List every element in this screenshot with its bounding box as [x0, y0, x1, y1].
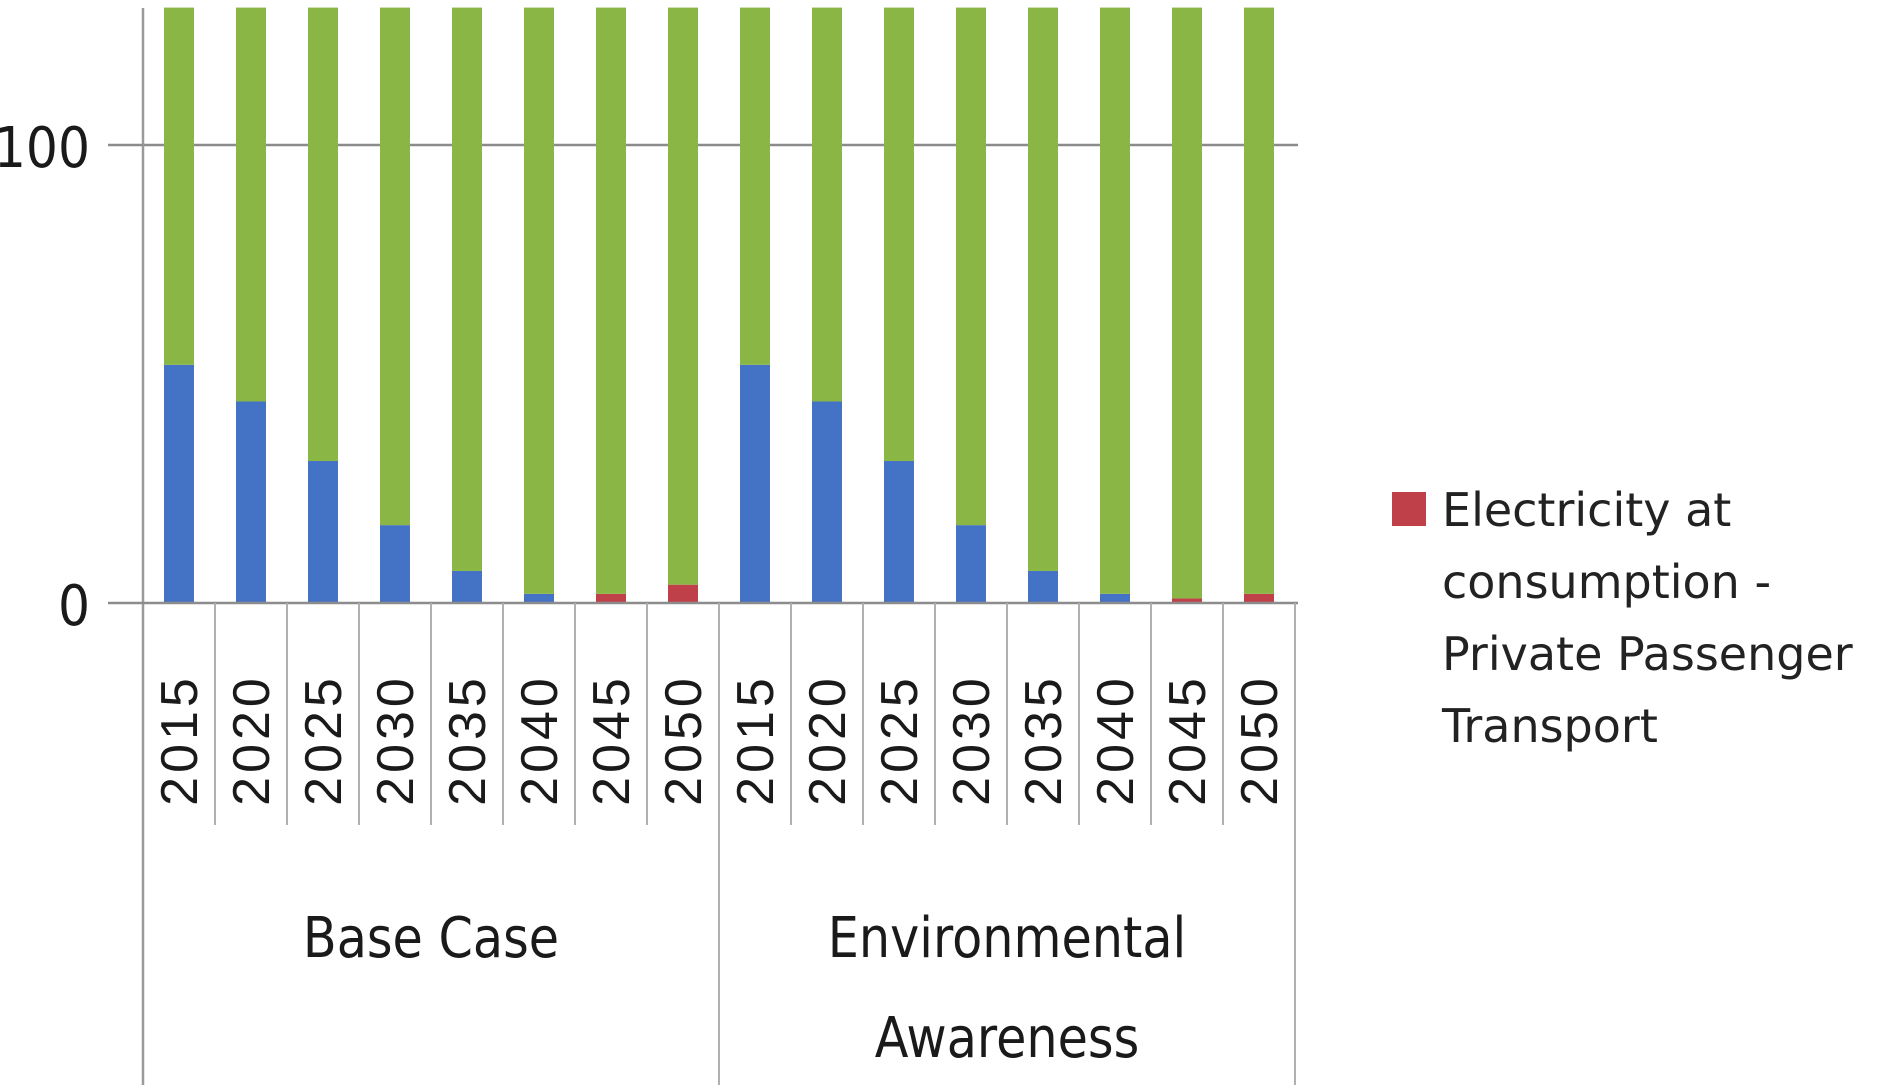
bar-segment-blue-2-2035: [1028, 570, 1058, 603]
bar-segment-blue-1-2025: [308, 461, 338, 603]
x-tick-label-1-2015: 2015: [151, 674, 209, 806]
bar-segment-blue-2-2020: [812, 401, 842, 603]
group-label-1: Base Case: [303, 906, 559, 971]
bar-segment-green-1-2030: [380, 7, 410, 526]
bar-segment-blue-2-2040: [1100, 593, 1130, 603]
x-tick-label-2-2035: 2035: [1015, 674, 1073, 806]
bar-segment-blue-2-2030: [956, 525, 986, 603]
x-tick-label-1-2030: 2030: [367, 674, 425, 806]
y-tick-label-0: 0: [58, 574, 90, 639]
legend-label-line-3: Private Passenger: [1442, 627, 1853, 681]
bar-segment-red-2-2045: [1172, 598, 1202, 603]
legend-label-line-1: Electricity at: [1442, 483, 1731, 537]
bar-segment-green-1-2020: [236, 7, 266, 402]
bar-segment-green-1-2050: [668, 7, 698, 585]
bar-segment-green-1-2040: [524, 7, 554, 594]
group-label-2-line-1: Environmental: [828, 906, 1186, 971]
bar-segment-green-1-2045: [596, 7, 626, 594]
bar-segment-blue-1-2035: [452, 570, 482, 603]
x-tick-label-2-2045: 2045: [1159, 674, 1217, 806]
bar-segment-green-2-2020: [812, 7, 842, 402]
legend-label-line-4: Transport: [1441, 699, 1658, 753]
x-tick-label-2-2020: 2020: [799, 674, 857, 806]
x-tick-label-2-2030: 2030: [943, 674, 1001, 806]
x-tick-label-1-2035: 2035: [439, 674, 497, 806]
bar-segment-green-1-2015: [164, 7, 194, 365]
x-tick-label-2-2025: 2025: [871, 674, 929, 806]
y-tick-label-100: 100: [0, 116, 90, 181]
bar-segment-blue-1-2015: [164, 364, 194, 603]
x-tick-label-1-2040: 2040: [511, 674, 569, 806]
legend-label-line-2: consumption -: [1442, 555, 1771, 609]
bar-segment-blue-1-2020: [236, 401, 266, 603]
x-tick-label-2-2015: 2015: [727, 674, 785, 806]
bar-segment-red-2-2050: [1244, 593, 1274, 603]
legend-swatch-red: [1392, 492, 1426, 526]
bar-segment-green-2-2030: [956, 7, 986, 526]
bar-segment-green-1-2025: [308, 7, 338, 462]
bar-segment-green-2-2040: [1100, 7, 1130, 594]
x-tick-label-2-2050: 2050: [1231, 674, 1289, 806]
x-tick-label-1-2050: 2050: [655, 674, 713, 806]
x-tick-label-2-2040: 2040: [1087, 674, 1145, 806]
bar-segment-red-1-2045: [596, 593, 626, 603]
bar-segment-blue-2-2015: [740, 364, 770, 603]
bar-segment-green-2-2050: [1244, 7, 1274, 594]
bar-segment-green-2-2015: [740, 7, 770, 365]
bar-segment-red-1-2050: [668, 584, 698, 603]
bar-segment-green-2-2025: [884, 7, 914, 462]
bar-segment-blue-1-2040: [524, 593, 554, 603]
x-tick-label-1-2020: 2020: [223, 674, 281, 806]
x-tick-label-1-2045: 2045: [583, 674, 641, 806]
bar-segment-blue-2-2025: [884, 461, 914, 603]
legend: Electricity at consumption - Private Passe…: [1392, 483, 1853, 753]
bar-segment-green-2-2045: [1172, 7, 1202, 599]
x-tick-label-1-2025: 2025: [295, 674, 353, 806]
bar-segment-green-2-2035: [1028, 7, 1058, 571]
bar-segment-blue-1-2030: [380, 525, 410, 603]
bars: [164, 7, 1274, 603]
group-label-2-line-2: Awareness: [875, 1006, 1140, 1071]
axes: [108, 8, 1298, 1085]
bar-segment-green-1-2035: [452, 7, 482, 571]
